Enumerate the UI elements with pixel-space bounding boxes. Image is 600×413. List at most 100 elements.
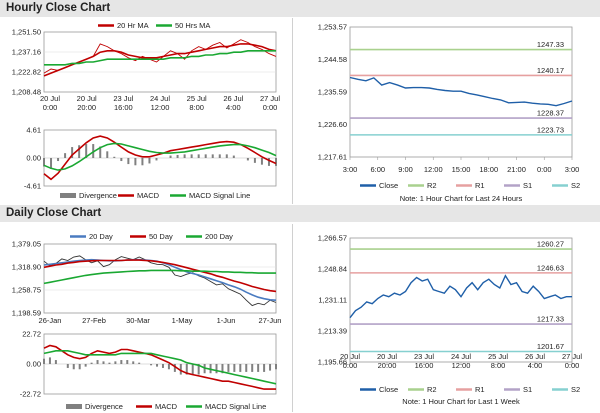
legend-50-day-label: 50 Day bbox=[149, 232, 173, 241]
x-tick-label: 20 Jul 0:00 bbox=[340, 352, 360, 370]
x-tick-label: 26 Jul 4:00 bbox=[223, 94, 243, 112]
chart-note: Note: 1 Hour Chart for Last 24 Hours bbox=[400, 194, 523, 203]
hourly-divider bbox=[292, 18, 293, 204]
y-tick-label: 1,222.82 bbox=[12, 68, 41, 77]
level-r2-label: 1260.27 bbox=[537, 240, 564, 249]
level-r1-label: 1240.17 bbox=[537, 66, 564, 75]
x-tick-label: 23 Jul 16:00 bbox=[414, 352, 434, 370]
x-tick-label: 26 Jul 4:00 bbox=[525, 352, 545, 370]
x-tick-label: 27-Jun bbox=[259, 316, 282, 325]
x-tick-label: 20 Jul 20:00 bbox=[77, 94, 97, 112]
series-200-day-line bbox=[43, 269, 276, 285]
macd-line bbox=[43, 344, 276, 390]
daily-section-header: Daily Close Chart bbox=[0, 205, 600, 222]
x-tick-label: 27-Feb bbox=[82, 316, 106, 325]
legend-macd-signal-line-label: MACD Signal Line bbox=[189, 191, 250, 200]
macd-line bbox=[43, 135, 277, 181]
x-tick-label: 9:00 bbox=[398, 165, 413, 174]
daily-section-title: Daily Close Chart bbox=[6, 207, 102, 219]
series-20-day-line bbox=[43, 258, 277, 301]
daily-macd-chart: 22.72 0.00 -22.72 Divergence MACD MACD Signal… bbox=[20, 330, 277, 411]
y-tick-label: 1,258.75 bbox=[12, 286, 41, 295]
y-tick-label: 4.61 bbox=[26, 126, 41, 135]
legend-50-hrs-ma-label: 50 Hrs MA bbox=[175, 21, 210, 30]
legend-r2-label: R2 bbox=[427, 181, 437, 190]
y-tick-label: -22.72 bbox=[20, 390, 41, 399]
macd-signal-line bbox=[43, 350, 277, 385]
x-tick-label: 27 Jul 0:00 bbox=[562, 352, 582, 370]
legend-close-label: Close bbox=[379, 181, 398, 190]
y-tick-label: 1,231.11 bbox=[318, 296, 347, 305]
series-close-line bbox=[43, 255, 277, 307]
legend-macd-label: MACD bbox=[155, 402, 178, 411]
legend-divergence-swatch bbox=[66, 404, 82, 409]
x-tick-label: 3:00 bbox=[343, 165, 358, 174]
level-s1-label: 1217.33 bbox=[537, 315, 564, 324]
y-tick-label: 1,318.90 bbox=[12, 263, 41, 272]
y-tick-label: 0.00 bbox=[26, 360, 41, 369]
y-tick-label: 1,235.59 bbox=[318, 88, 347, 97]
legend-s2-label: S2 bbox=[571, 385, 580, 394]
x-tick-label: 25 Jul 8:00 bbox=[488, 352, 508, 370]
daily-divider bbox=[292, 224, 293, 412]
legend-r1-label: R1 bbox=[475, 385, 485, 394]
y-tick-label: 1,198.59 bbox=[12, 309, 41, 318]
x-tick-label: 23 Jul 16:00 bbox=[113, 94, 133, 112]
y-tick-label: 1,253.57 bbox=[318, 23, 347, 32]
y-tick-label: 1,244.58 bbox=[318, 55, 347, 64]
legend-divergence-label: Divergence bbox=[85, 402, 123, 411]
legend-r2-label: R2 bbox=[427, 385, 437, 394]
y-tick-label: 1,208.48 bbox=[12, 88, 41, 97]
legend-s1-label: S1 bbox=[523, 385, 532, 394]
x-tick-label: 30-Mar bbox=[126, 316, 150, 325]
level-s2-label: 1223.73 bbox=[537, 125, 564, 134]
hourly-section-header: Hourly Close Chart bbox=[0, 0, 600, 17]
series-50-day-line bbox=[43, 259, 277, 293]
legend-r1-label: R1 bbox=[475, 181, 485, 190]
series-close-line bbox=[349, 274, 572, 319]
y-tick-label: 22.72 bbox=[22, 330, 41, 339]
legend-200-day-label: 200 Day bbox=[205, 232, 233, 241]
plot-frame bbox=[43, 31, 277, 93]
x-tick-label: 26-Jan bbox=[39, 316, 62, 325]
x-tick-label: 1-May bbox=[172, 316, 193, 325]
x-tick-label: 20 Jul 0:00 bbox=[40, 94, 60, 112]
x-tick-label: 6:00 bbox=[370, 165, 385, 174]
legend-close-label: Close bbox=[379, 385, 398, 394]
plot-frame bbox=[43, 243, 277, 314]
hourly-section-title: Hourly Close Chart bbox=[6, 2, 111, 14]
x-tick-label: 27 Jul 0:00 bbox=[260, 94, 280, 112]
level-r2-label: 1247.33 bbox=[537, 40, 564, 49]
y-tick-label: 1,248.84 bbox=[318, 265, 347, 274]
level-s2-label: 1201.67 bbox=[537, 342, 564, 351]
legend-macd-label: MACD bbox=[137, 191, 160, 200]
x-tick-label: 24 Jul 12:00 bbox=[150, 94, 170, 112]
y-tick-label: 1,217.61 bbox=[318, 153, 347, 162]
hourly-macd-chart: 4.61 0.00 -4.61 Divergence MACD MACD Signal L… bbox=[24, 126, 277, 200]
x-tick-label: 1-Jun bbox=[217, 316, 236, 325]
x-tick-label: 24 Jul 12:00 bbox=[451, 352, 471, 370]
daily-pivot-chart: 1,266.57 1,248.84 1,231.11 1,213.39 1,195.66… bbox=[318, 234, 583, 407]
x-tick-label: 20 Jul 20:00 bbox=[377, 352, 397, 370]
legend-divergence-swatch bbox=[60, 193, 76, 198]
legend-s2-label: S2 bbox=[571, 181, 580, 190]
x-tick-label: 15:00 bbox=[452, 165, 471, 174]
y-tick-label: 1,237.16 bbox=[12, 48, 41, 57]
legend-divergence-label: Divergence bbox=[79, 191, 117, 200]
series-close-line bbox=[349, 76, 573, 107]
series-50-hrs-ma-line bbox=[44, 50, 276, 66]
y-tick-label: 1,266.57 bbox=[318, 234, 347, 243]
y-tick-label: 1,213.39 bbox=[318, 327, 347, 336]
macd-signal-line bbox=[43, 142, 277, 171]
y-tick-label: 1,195.66 bbox=[318, 358, 347, 367]
x-tick-label: 25 Jul 8:00 bbox=[187, 94, 207, 112]
y-tick-label: 1,226.60 bbox=[318, 120, 347, 129]
x-tick-label: 12:00 bbox=[424, 165, 443, 174]
y-tick-label: 1,251.50 bbox=[12, 28, 41, 37]
x-tick-label: 3:00 bbox=[565, 165, 580, 174]
x-tick-label: 21:00 bbox=[507, 165, 526, 174]
legend-s1-label: S1 bbox=[523, 181, 532, 190]
y-tick-label: -4.61 bbox=[24, 182, 41, 191]
level-s1-label: 1228.37 bbox=[537, 109, 564, 118]
